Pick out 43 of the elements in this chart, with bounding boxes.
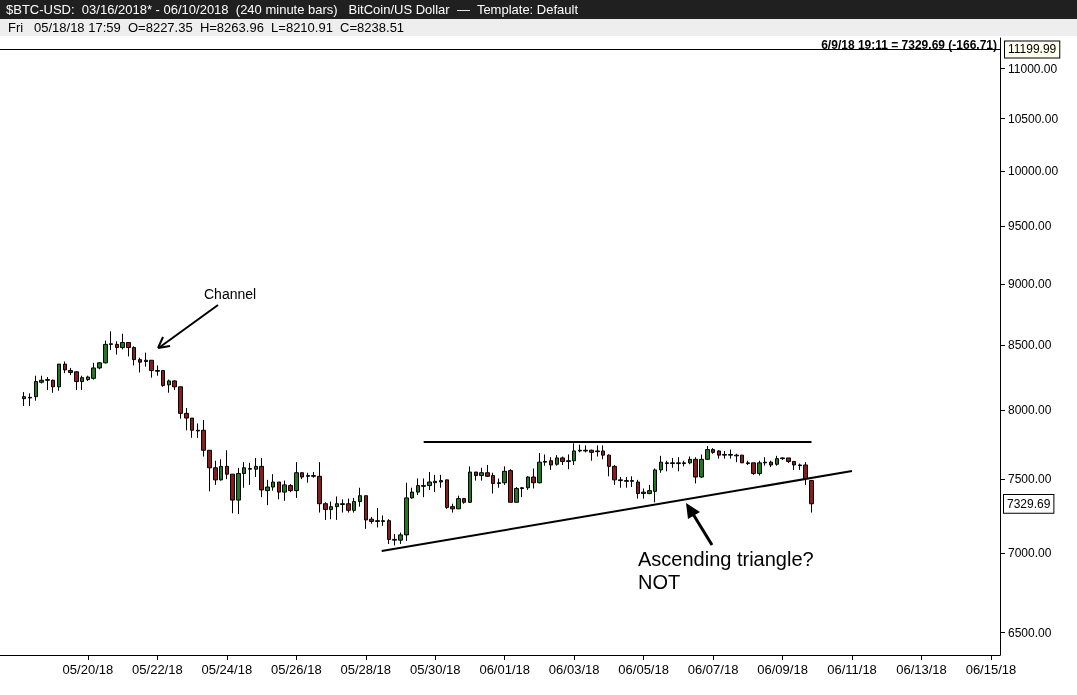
annotation: 6/9/18 19:11 = 7329.69 (-166.71): [821, 37, 998, 52]
candlestick: [138, 357, 142, 373]
candlestick: [28, 392, 32, 407]
text: 7329.69: [1007, 496, 1051, 511]
y-tick-label: 10500.00: [1008, 111, 1059, 126]
y-tick-label: 6500.00: [1008, 625, 1052, 640]
annotation: Channel: [204, 286, 257, 303]
annotation: Ascending triangle? NOT: [638, 547, 814, 593]
chart-subtitle: Fri 05/18/18 17:59 O=8227.35 H=8263.96 L=8210.91 C=8238.51: [0, 19, 1077, 36]
candlestick: [22, 391, 26, 407]
x-tick-label: 06/09/18: [757, 662, 808, 677]
x-tick-label: 05/24/18: [201, 662, 253, 677]
y-tick-label: 11000.00: [1008, 61, 1058, 76]
x-tick-label: 05/30/18: [409, 662, 461, 677]
candlestick: [57, 363, 61, 392]
ref-line-label: 11199.99: [1008, 42, 1057, 57]
y-tick-label: 9000.00: [1008, 276, 1052, 291]
x-tick-label: 05/28/18: [340, 662, 392, 677]
y-tick-label: 7500.00: [1008, 472, 1052, 487]
candlestick: [248, 462, 252, 486]
candlestick: [468, 465, 472, 504]
x-tick-label: 05/22/18: [132, 662, 183, 677]
candlestick: [769, 460, 773, 468]
candlestick: [659, 455, 663, 474]
candlestick: [809, 479, 814, 514]
x-tick-label: 06/03/18: [548, 662, 600, 677]
x-tick-label: 06/05/18: [618, 662, 669, 677]
candlestick: [549, 456, 553, 471]
x-tick-label: 06/11/18: [827, 662, 877, 677]
candlestick: [439, 474, 443, 489]
y-tick-label: 10000.00: [1008, 163, 1059, 178]
y-tick-label: 9500.00: [1008, 218, 1052, 233]
x-tick-label: 05/20/18: [62, 662, 114, 677]
x-tick-label: 06/15/18: [965, 662, 1017, 677]
x-tick-label: 06/01/18: [479, 662, 531, 677]
x-tick-label: 06/07/18: [687, 662, 739, 677]
chart-title: $BTC-USD: 03/16/2018* - 06/10/2018 (240 minute bars) BitCoin/US Dollar — Template: Default: [0, 0, 1077, 19]
y-tick-label: 8500.00: [1008, 338, 1052, 353]
y-tick-label: 7000.00: [1008, 546, 1052, 561]
candlestick: [358, 487, 362, 508]
y-tick-label: 8000.00: [1008, 403, 1052, 417]
x-tick-label: 06/13/18: [896, 662, 947, 677]
x-tick-label: 05/26/18: [271, 662, 322, 677]
